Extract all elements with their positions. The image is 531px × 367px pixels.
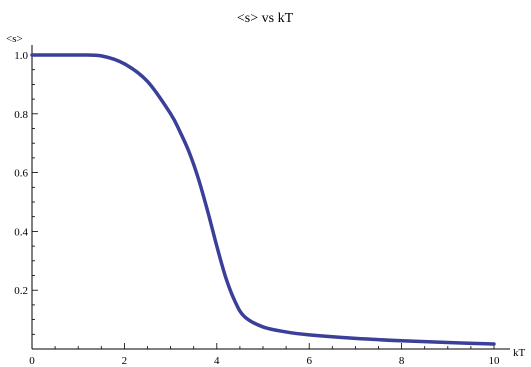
chart-title: <s> vs kT [237,11,294,26]
y-tick-label: 1.0 [14,50,28,62]
series-line [30,53,496,346]
x-axis-label: kT [513,347,526,359]
y-tick-label: 0.6 [14,168,28,180]
y-tick-label: 0.8 [14,109,28,121]
y-axis-label: <s> [6,33,23,45]
x-tick-label: 4 [214,355,220,367]
x-tick-label: 8 [399,355,405,367]
y-tick-label: 0.2 [14,285,28,297]
y-tick-label: 0.4 [14,226,28,238]
x-tick-label: 0 [29,355,35,367]
x-tick-label: 10 [489,355,501,367]
x-tick-label: 6 [306,355,312,367]
x-tick-label: 2 [122,355,128,367]
